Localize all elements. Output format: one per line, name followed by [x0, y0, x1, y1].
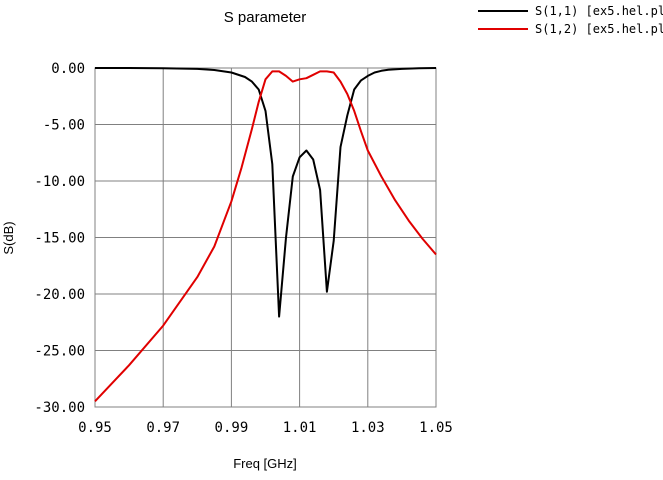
x-tick-label: 1.01: [283, 420, 317, 436]
y-axis-ticks: 0.00 -5.00 -10.00 -15.00 -20.00 -25.00 -30.00: [34, 61, 85, 416]
y-tick-label: -15.00: [34, 231, 85, 247]
y-tick-label: -25.00: [34, 344, 85, 360]
grid: [94, 67, 437, 408]
series-layer: [94, 67, 437, 402]
y-tick-label: -5.00: [43, 118, 85, 134]
chart-title: S parameter: [224, 9, 307, 26]
y-tick-label: -20.00: [34, 287, 85, 303]
x-tick-label: 1.03: [351, 420, 385, 436]
plot-frame: [94, 67, 437, 408]
y-tick-label: -30.00: [34, 400, 85, 416]
x-axis-label: Freq [GHz]: [233, 456, 297, 471]
x-tick-label: 1.05: [419, 420, 453, 436]
x-axis-ticks: 0.95 0.97 0.99 1.01 1.03 1.05: [78, 420, 453, 436]
legend-label-s12: S(1,2) [ex5.hel.plt]: [535, 22, 663, 36]
series-line-s12: [94, 70, 437, 402]
legend-label-s11: S(1,1) [ex5.hel.plt]: [535, 4, 663, 18]
y-tick-label: 0.00: [51, 61, 85, 77]
x-tick-label: 0.99: [215, 420, 249, 436]
x-tick-label: 0.95: [78, 420, 112, 436]
series-line-s11: [95, 67, 437, 318]
x-tick-label: 0.97: [146, 420, 180, 436]
y-axis-label: S(dB): [1, 221, 16, 254]
y-tick-label: -10.00: [34, 174, 85, 190]
legend: S(1,1) [ex5.hel.plt] S(1,2) [ex5.hel.plt…: [478, 4, 663, 36]
